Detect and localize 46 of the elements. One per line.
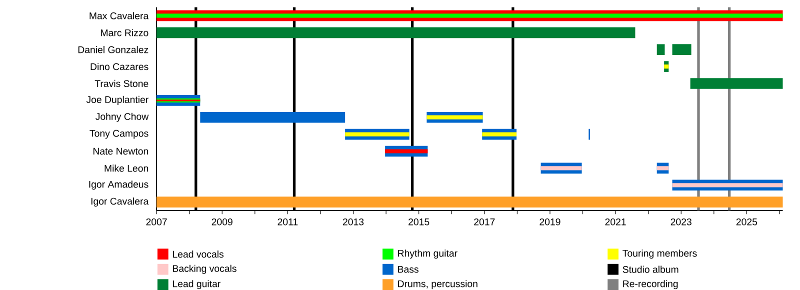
y-tick-label: Marc Rizzo	[101, 28, 148, 36]
y-tick-label: Johny Chow	[96, 112, 149, 122]
x-tick-label: 2009	[212, 218, 232, 226]
bar	[156, 196, 783, 208]
bar	[200, 112, 346, 123]
legend-label: Bass	[398, 266, 418, 273]
bar	[345, 132, 410, 136]
bar	[426, 115, 483, 120]
bar	[156, 27, 636, 38]
y-tick-label: Travis Stone	[94, 80, 148, 87]
x-tick-label: 2025	[736, 218, 758, 226]
bar	[540, 166, 582, 170]
x-tick-label: 2007	[146, 218, 167, 226]
bar	[656, 166, 669, 170]
y-tick-label: Nate Newton	[93, 148, 148, 154]
y-tick-label: Igor Amadeus	[89, 180, 148, 190]
y-tick-label: Tony Campos	[90, 130, 148, 138]
bar	[672, 44, 692, 55]
x-tick-label: 2013	[342, 218, 364, 226]
y-tick-label: Dino Cazares	[90, 62, 148, 70]
legend-label: Rhythm guitar	[398, 249, 458, 258]
legend-label: Drums, percussion	[398, 280, 478, 289]
y-tick-label: Max Cavalera	[90, 12, 149, 20]
x-tick-label: 2015	[408, 218, 430, 226]
y-tick-label: Joe Duplantier	[86, 96, 148, 105]
y-tick-label: Mike Leon	[104, 164, 148, 172]
legend-label: Re-recording	[623, 280, 678, 289]
bar	[482, 132, 517, 136]
bar	[690, 78, 783, 89]
x-tick-label: 2017	[474, 218, 495, 226]
legend-label: Touring members	[622, 249, 697, 258]
x-tick-label: 2023	[670, 218, 692, 226]
legend-label: Lead guitar	[173, 280, 220, 289]
bar	[672, 182, 783, 187]
legend-label: Studio album	[622, 266, 678, 273]
bar	[664, 64, 669, 68]
y-tick-label: Igor Cavalera	[91, 197, 149, 206]
bar	[656, 44, 665, 55]
x-tick-label: 2021	[605, 218, 626, 226]
legend-label: Lead vocals	[173, 250, 224, 258]
x-tick-label: 2019	[540, 218, 560, 226]
bar	[156, 13, 783, 18]
y-tick-label: Daniel Gonzalez	[78, 46, 148, 53]
bar	[385, 148, 428, 154]
x-tick-label: 2011	[278, 218, 298, 226]
legend-label: Backing vocals	[173, 264, 236, 274]
